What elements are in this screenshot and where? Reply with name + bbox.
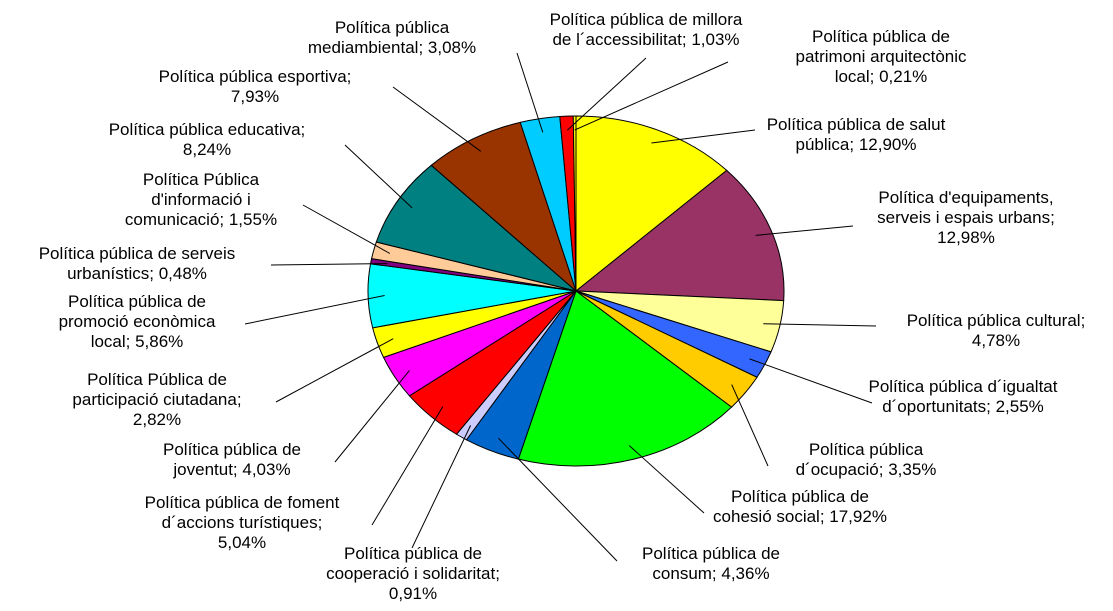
leader-line bbox=[731, 384, 769, 467]
slice-label-line: Política pública de foment bbox=[145, 493, 340, 512]
pie-slice bbox=[375, 164, 577, 292]
slice-label-line: comunicació; 1,55% bbox=[125, 210, 277, 229]
slice-label-line: Política pública de bbox=[68, 292, 206, 311]
leader-line bbox=[344, 144, 413, 209]
slice-label: Política pública cultural; 4,78% bbox=[907, 311, 1086, 350]
leader-line bbox=[628, 445, 705, 514]
slice-label-line: Política d'equipaments, bbox=[878, 188, 1053, 207]
leader-line bbox=[371, 406, 444, 526]
slice-label-line: 8,24% bbox=[183, 140, 231, 159]
pie-slice bbox=[517, 290, 733, 467]
slice-label-line: Política pública de serveis bbox=[39, 244, 236, 263]
slice-label: Política pública de cooperació i solidari… bbox=[326, 544, 500, 603]
slice-label: Política pública de promoció econòmica loc… bbox=[59, 292, 216, 351]
leader-line bbox=[392, 86, 482, 152]
slice-label-line: promoció econòmica bbox=[59, 312, 216, 331]
slice-label-line: urbanístics; 0,48% bbox=[67, 264, 207, 283]
slice-label: Política pública d´ocupació; 3,35% bbox=[796, 440, 937, 479]
slice-label-line: serveis i espais urbans; bbox=[877, 208, 1055, 227]
slice-label-line: d'informació i bbox=[151, 190, 251, 209]
slice-label-line: mediambiental; 3,08% bbox=[308, 38, 476, 57]
leader-line bbox=[498, 437, 618, 562]
pie-slice bbox=[572, 115, 577, 292]
slice-label-line: Política pública bbox=[809, 440, 924, 459]
slice-label-line: consum; 4,36% bbox=[652, 564, 769, 583]
slice-label-line: Política pública de bbox=[163, 440, 301, 459]
leader-line bbox=[275, 338, 394, 403]
slice-label-line: Política pública de millora bbox=[550, 10, 743, 29]
leader-line bbox=[302, 204, 391, 254]
slice-label-line: participació ciutadana; bbox=[72, 390, 241, 409]
slice-label-line: patrimoni arquitectònic bbox=[795, 47, 967, 66]
pie-slice bbox=[430, 121, 578, 293]
slice-label-line: 5,04% bbox=[218, 533, 266, 552]
slice-label-line: d´oportunitats; 2,55% bbox=[882, 397, 1044, 416]
leader-line bbox=[411, 425, 472, 549]
leader-line bbox=[749, 358, 873, 404]
leader-line bbox=[763, 323, 877, 327]
slice-label: Política pública esportiva; 7,93% bbox=[159, 67, 352, 106]
slice-label-line: de l´accessibilitat; 1,03% bbox=[552, 30, 739, 49]
slice-label-line: Política pública d´igualtat bbox=[868, 377, 1057, 396]
slice-label-line: Política pública de bbox=[812, 27, 950, 46]
slice-label: Política pública d´igualtat d´oportunitat… bbox=[868, 377, 1057, 416]
slice-label-line: local; 0,21% bbox=[835, 67, 928, 86]
slice-label-line: cohesió social; 17,92% bbox=[713, 507, 887, 526]
slice-label: Política pública de cohesió social; 17,92… bbox=[713, 487, 887, 526]
slice-label: Política pública de serveis urbanístics; … bbox=[39, 244, 236, 283]
slice-label: Política pública mediambiental; 3,08% bbox=[308, 18, 476, 57]
leader-line bbox=[755, 225, 854, 236]
slice-label-line: Política pública bbox=[335, 18, 450, 37]
slice-label-line: Política pública de bbox=[344, 544, 482, 563]
slice-label-line: Política pública de salut bbox=[767, 115, 946, 134]
leader-line bbox=[334, 370, 410, 463]
slice-label-line: cooperació i solidaritat; bbox=[326, 564, 500, 583]
slice-label: Política Pública de participació ciutadan… bbox=[72, 370, 241, 429]
slice-label-line: d´accions turístiques; bbox=[162, 513, 323, 532]
pie-slice bbox=[574, 169, 785, 302]
slice-label-line: Política Pública bbox=[143, 170, 260, 189]
slice-label-line: local; 5,86% bbox=[91, 332, 184, 351]
slice-label-line: Política pública cultural; bbox=[907, 311, 1086, 330]
slice-label-line: Política pública de bbox=[731, 487, 869, 506]
pie-slice bbox=[575, 115, 728, 293]
slice-label: Política d'equipaments, serveis i espais … bbox=[877, 188, 1055, 247]
slice-label-line: 4,78% bbox=[972, 331, 1020, 350]
slice-label: Política pública de salut pública; 12,90% bbox=[767, 115, 946, 154]
slice-label: Política pública de millora de l´accessib… bbox=[550, 10, 743, 49]
slice-label-line: 0,91% bbox=[389, 584, 437, 603]
slice-label-line: d´ocupació; 3,35% bbox=[796, 460, 937, 479]
slice-labels: Política pública de salut pública; 12,90%… bbox=[39, 10, 1086, 603]
slice-label-line: 2,82% bbox=[133, 410, 181, 429]
slice-label-line: pública; 12,90% bbox=[796, 135, 917, 154]
slice-label-line: 12,98% bbox=[937, 228, 995, 247]
leader-line bbox=[651, 129, 756, 144]
slice-label: Política pública de joventut; 4,03% bbox=[163, 440, 301, 479]
leader-lines bbox=[244, 52, 877, 562]
pie-slices bbox=[367, 115, 785, 467]
slice-label-line: Política pública esportiva; bbox=[159, 67, 352, 86]
leader-line bbox=[574, 61, 729, 131]
leader-line bbox=[516, 52, 544, 133]
slice-label-line: Política pública educativa; bbox=[109, 120, 306, 139]
slice-label: Política pública de patrimoni arquitectòn… bbox=[795, 27, 967, 86]
slice-label-line: 7,93% bbox=[231, 87, 279, 106]
slice-label: Política pública de foment d´accions turí… bbox=[145, 493, 340, 552]
leader-line bbox=[566, 57, 647, 131]
slice-label-line: Política Pública de bbox=[87, 370, 227, 389]
leader-line bbox=[244, 295, 385, 325]
leader-line bbox=[270, 263, 388, 266]
slice-label: Política Pública d'informació i comunicaci… bbox=[125, 170, 277, 229]
slice-label: Política pública educativa; 8,24% bbox=[109, 120, 306, 159]
slice-label-line: Política pública de bbox=[642, 544, 780, 563]
slice-label: Política pública de consum; 4,36% bbox=[642, 544, 780, 583]
slice-label-line: joventut; 4,03% bbox=[172, 460, 290, 479]
